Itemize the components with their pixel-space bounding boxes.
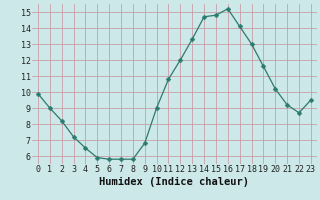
X-axis label: Humidex (Indice chaleur): Humidex (Indice chaleur)	[100, 177, 249, 187]
